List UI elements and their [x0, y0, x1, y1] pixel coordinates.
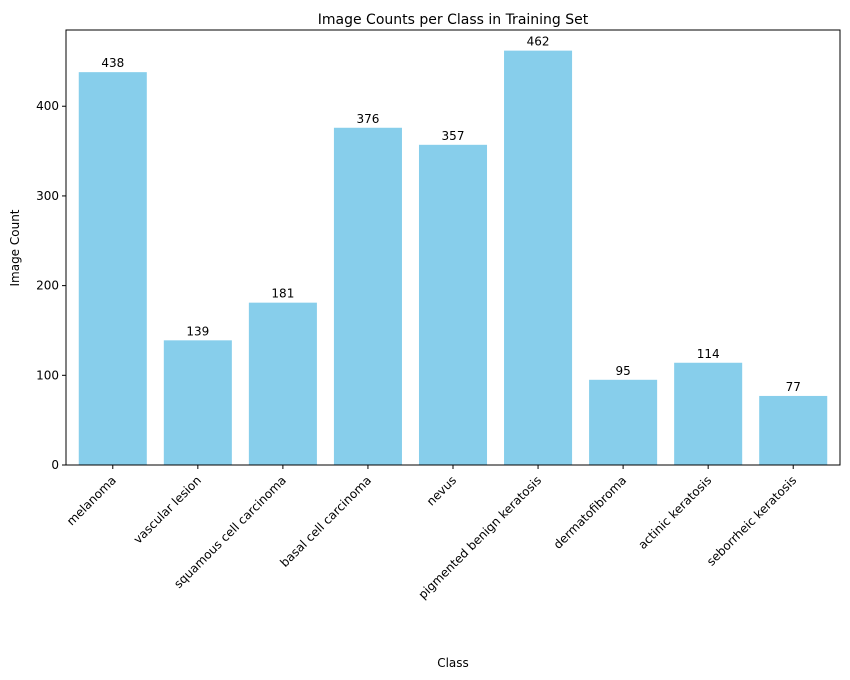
- data-label-6: 95: [615, 364, 630, 378]
- bars-group: 438 139 181 376 357 462 95 114 77: [78, 35, 828, 466]
- x-tick-label-6: dermatofibroma: [551, 473, 630, 552]
- bar-2: [248, 302, 317, 465]
- data-label-4: 357: [442, 129, 465, 143]
- bar-6: [589, 379, 658, 465]
- bar-3: [333, 127, 402, 466]
- y-tick-label-4: 400: [36, 99, 59, 113]
- y-tick-label-2: 200: [36, 279, 59, 293]
- bar-5: [504, 50, 573, 465]
- y-tick-label-1: 100: [36, 368, 59, 382]
- data-label-3: 376: [356, 112, 379, 126]
- y-tick-label-3: 300: [36, 189, 59, 203]
- y-tick-label-0: 0: [51, 458, 59, 472]
- data-label-5: 462: [527, 35, 550, 49]
- y-axis-label: Image Count: [8, 209, 22, 286]
- data-label-1: 139: [186, 324, 209, 338]
- x-tick-label-4: nevus: [424, 473, 459, 508]
- x-tick-label-7: actinic keratosis: [635, 473, 714, 552]
- x-axis-label: Class: [437, 656, 469, 670]
- data-label-7: 114: [697, 347, 720, 361]
- x-tick-label-1: vascular lesion: [131, 473, 204, 546]
- x-tick-label-8: seborrheic keratosis: [704, 473, 799, 568]
- x-tick-label-0: melanoma: [64, 473, 119, 528]
- bar-1: [163, 340, 232, 465]
- y-axis: 0 100 200 300 400: [36, 99, 66, 472]
- chart-title: Image Counts per Class in Training Set: [318, 12, 589, 28]
- data-label-2: 181: [271, 287, 294, 301]
- data-label-8: 77: [786, 380, 801, 394]
- x-tick-label-3: basal cell carcinoma: [277, 473, 374, 570]
- data-label-0: 438: [101, 56, 124, 70]
- bar-4: [418, 144, 488, 465]
- bar-7: [674, 362, 743, 465]
- plot-frame: [65, 29, 841, 466]
- bar-8: [759, 395, 828, 465]
- bar-0: [78, 72, 147, 466]
